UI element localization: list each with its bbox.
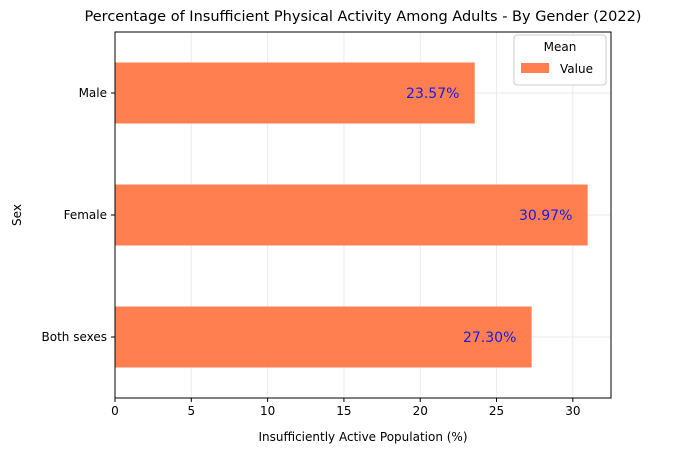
data-label-2: 23.57% bbox=[406, 86, 459, 102]
x-tick-label-6: 30 bbox=[565, 404, 580, 418]
legend-entry-value: Value bbox=[560, 62, 593, 76]
x-tick-label-2: 10 bbox=[260, 404, 275, 418]
x-axis-label: Insufficiently Active Population (%) bbox=[258, 430, 467, 444]
legend: Mean Value bbox=[513, 34, 607, 86]
x-tick-label-4: 20 bbox=[413, 404, 428, 418]
legend-title: Mean bbox=[544, 40, 577, 54]
bar-2 bbox=[115, 62, 475, 124]
x-tick-label-5: 25 bbox=[489, 404, 504, 418]
plot-frame bbox=[114, 31, 612, 399]
y-tick-label-1: Female bbox=[64, 208, 107, 222]
y-axis-ticks: Both sexes Female Male bbox=[42, 86, 115, 344]
bar-1 bbox=[115, 184, 588, 246]
x-tick-label-3: 15 bbox=[336, 404, 351, 418]
y-axis-label: Sex bbox=[10, 204, 24, 226]
x-tick-label-0: 0 bbox=[111, 404, 119, 418]
y-tick-label-2: Male bbox=[79, 86, 107, 100]
data-labels: 27.30% 30.97% 23.57% bbox=[406, 86, 572, 346]
y-tick-label-0: Both sexes bbox=[42, 330, 108, 344]
x-tick-label-1: 5 bbox=[187, 404, 195, 418]
x-axis-ticks: 0 5 10 15 20 25 30 bbox=[111, 398, 580, 418]
chart-title: Percentage of Insufficient Physical Acti… bbox=[85, 9, 642, 25]
data-label-0: 27.30% bbox=[463, 330, 516, 346]
bars bbox=[115, 62, 588, 368]
legend-swatch bbox=[521, 63, 549, 73]
data-label-1: 30.97% bbox=[519, 208, 572, 224]
bar-0 bbox=[115, 306, 532, 368]
